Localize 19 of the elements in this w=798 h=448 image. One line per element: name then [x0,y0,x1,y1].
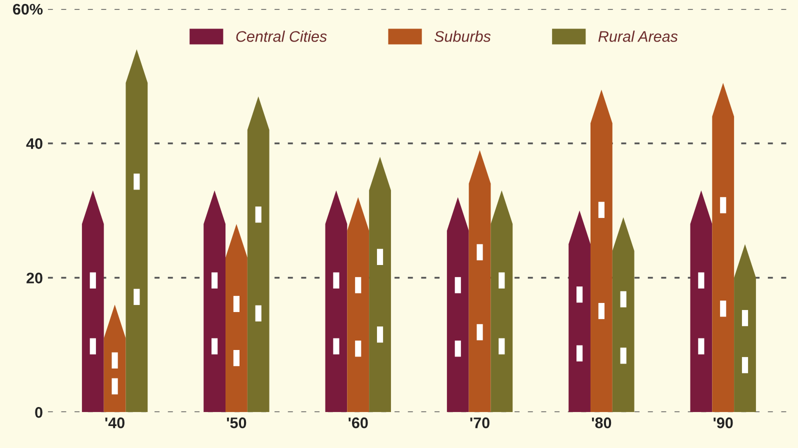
bar [468,150,491,412]
bar [369,156,391,412]
bar [590,90,612,412]
legend-label: Suburbs [434,30,491,42]
x-tick-label: '90 [714,417,733,428]
x-tick-label: '60 [348,417,368,428]
x-tick-label: '40 [105,417,124,428]
y-tick-label: 60% [13,4,43,15]
legend-label: Rural Areas [598,30,678,42]
x-tick-label: '50 [226,417,246,428]
x-tick-label: '70 [470,417,490,428]
y-tick-label: 0 [35,407,42,418]
legend-label: Central Cities [236,30,327,42]
bar [247,96,270,412]
bar [712,82,734,412]
y-tick-label: 20 [26,272,42,284]
x-tick-label: '80 [592,417,612,428]
bar [126,49,148,412]
y-tick-label: 40 [26,138,42,150]
